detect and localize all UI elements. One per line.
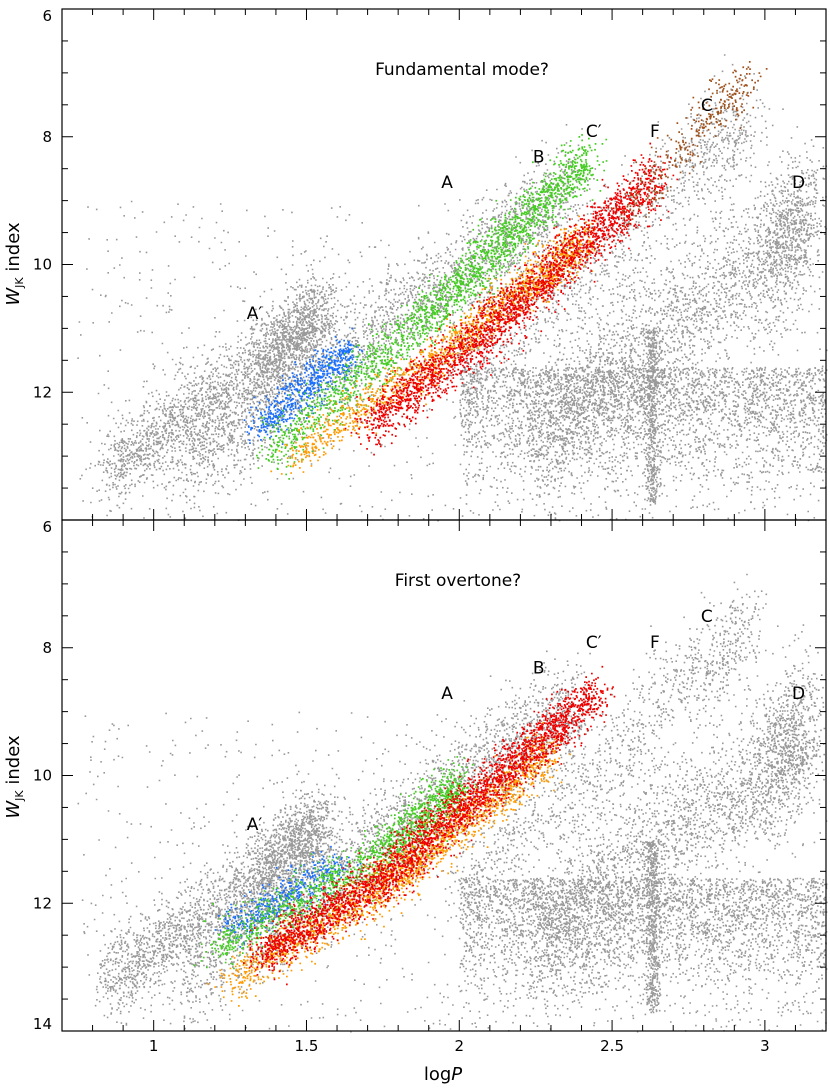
panel-first-overtone: A′ABC′ FCD First overtone? 1 1.5 2 2.5 368101… [3,518,828,1055]
series-0-points [243,327,370,445]
x-tick-label: 1 [149,1037,159,1055]
sequence-label: A [441,173,453,193]
y-tick-label: 10 [33,767,52,785]
y-tick-label: 14 [33,1015,52,1033]
x-tick-label: 2.5 [600,1037,624,1055]
scatter-points-fundamental [77,54,828,522]
sequence-label: C′ [586,633,602,653]
y-axis-label: WJK index [3,735,26,819]
panel-title: Fundamental mode? [375,60,549,80]
axes-overtone: 1 1.5 2 2.5 3 6 8 10 12 14 [33,518,827,1055]
y-tick-label: 12 [33,894,52,912]
y-tick-label: 8 [42,639,52,657]
y-tick-label: 10 [33,256,52,274]
y-tick-label: 8 [42,128,52,146]
series-1-points [256,134,608,480]
series-3-points [243,665,616,986]
sequence-labels-fundamental: A′ A B C′ F C D [247,96,805,324]
series-3-points [344,142,679,456]
series-2-points [270,215,601,475]
sequence-label: C [701,96,713,116]
sequence-label: A [441,684,453,704]
x-tick-label: 2 [455,1037,465,1055]
sequence-label: D [792,173,805,193]
y-tick-label: 6 [42,518,52,536]
sequence-label: D [792,684,805,704]
sequence-label: F [650,633,660,653]
sequence-label: C [701,607,713,627]
axes-fundamental: 6 8 10 12 [33,7,827,521]
y-axis-label: WJK index [3,222,26,306]
plot-frame [61,8,827,521]
sequence-labels-overtone: A′ A B C′ F C D [247,607,805,835]
x-axis-label: logP [424,1064,462,1085]
sequence-label: F [650,122,660,142]
sequence-label: A′ [247,815,263,835]
background-stars [77,54,828,522]
panel-fundamental-mode: A′ A B C′ F C D Fundamental mode? 6 8 10 12 WJK i… [3,7,828,522]
sequence-label: B [533,147,545,167]
y-tick-label: 12 [33,383,52,401]
x-tick-label: 1.5 [295,1037,319,1055]
x-tick-label: 3 [760,1037,770,1055]
series-2-points [207,721,572,1007]
sequence-label: B [533,658,545,678]
panel-title: First overtone? [395,571,521,591]
series-1-points [193,756,477,970]
scatter-points-overtone [77,573,828,1033]
series-0-points [214,845,362,948]
sequence-label: A′ [247,304,263,324]
y-tick-label: 6 [42,7,52,25]
sequence-label: C′ [586,122,602,142]
